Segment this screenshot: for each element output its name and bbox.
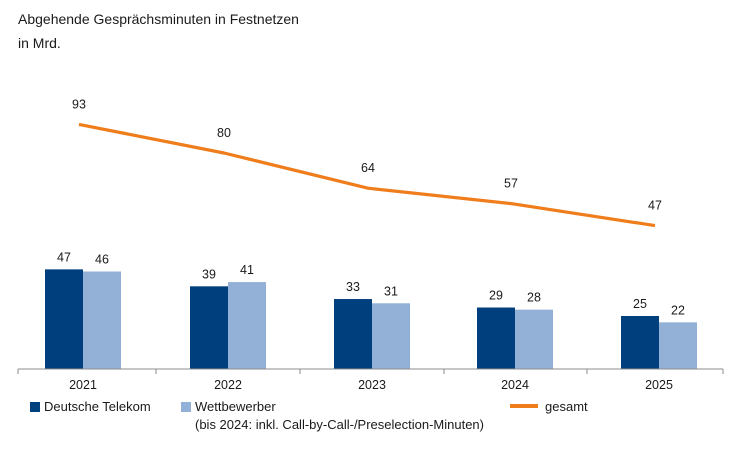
x-tick-label-2025: 2025 [645, 378, 673, 392]
x-tick-label-2024: 2024 [501, 378, 529, 392]
legend-label-wettbewerber: Wettbewerber [195, 399, 276, 414]
data-label-deutsche-telekom-2021: 47 [57, 250, 71, 264]
data-label-wettbewerber-2024: 28 [527, 291, 541, 305]
bar-deutsche-telekom-2021 [45, 269, 83, 369]
line-gesamt [78, 122, 656, 228]
data-label-gesamt-2021: 93 [72, 97, 86, 111]
bar-wettbewerber-2022 [228, 282, 266, 369]
legend: Deutsche Telekom Wettbewerber (bis 2024:… [30, 399, 730, 439]
data-label-gesamt-2022: 80 [217, 126, 231, 140]
data-label-wettbewerber-2021: 46 [95, 252, 109, 266]
data-label-deutsche-telekom-2024: 29 [489, 289, 503, 303]
chart-title: Abgehende Gesprächsminuten in Festnetzen [18, 11, 299, 27]
bar-wettbewerber-2024 [515, 309, 553, 369]
bar-deutsche-telekom-2024 [477, 307, 515, 369]
legend-label-deutsche-telekom: Deutsche Telekom [44, 399, 151, 414]
bar-deutsche-telekom-2025 [621, 316, 659, 369]
bar-wettbewerber-2021 [83, 271, 121, 369]
legend-item-gesamt: gesamt [510, 399, 588, 414]
bar-deutsche-telekom-2022 [190, 286, 228, 369]
data-label-wettbewerber-2025: 22 [671, 303, 685, 317]
legend-swatch-deutsche-telekom [30, 402, 40, 412]
data-label-deutsche-telekom-2022: 39 [202, 267, 216, 281]
bar-wettbewerber-2025 [659, 322, 697, 369]
data-label-wettbewerber-2023: 31 [384, 284, 398, 298]
legend-swatch-wettbewerber [181, 402, 191, 412]
chart-subtitle: in Mrd. [18, 35, 61, 51]
data-label-deutsche-telekom-2025: 25 [633, 297, 647, 311]
data-label-wettbewerber-2022: 41 [240, 263, 254, 277]
data-label-gesamt-2025: 47 [648, 199, 662, 213]
x-tick-label-2021: 2021 [69, 378, 97, 392]
x-tick-label-2022: 2022 [214, 378, 242, 392]
data-label-gesamt-2023: 64 [361, 161, 375, 175]
legend-label-gesamt: gesamt [545, 399, 588, 414]
legend-note-wettbewerber: (bis 2024: inkl. Call-by-Call-/Preselect… [195, 417, 484, 432]
data-label-deutsche-telekom-2023: 33 [346, 280, 360, 294]
legend-item-deutsche-telekom: Deutsche Telekom [30, 399, 151, 414]
x-tick-label-2023: 2023 [358, 378, 386, 392]
bar-wettbewerber-2023 [372, 303, 410, 369]
bar-deutsche-telekom-2023 [334, 299, 372, 369]
legend-item-wettbewerber: Wettbewerber [181, 399, 276, 414]
data-label-gesamt-2024: 57 [504, 177, 518, 191]
legend-swatch-gesamt [510, 404, 538, 408]
